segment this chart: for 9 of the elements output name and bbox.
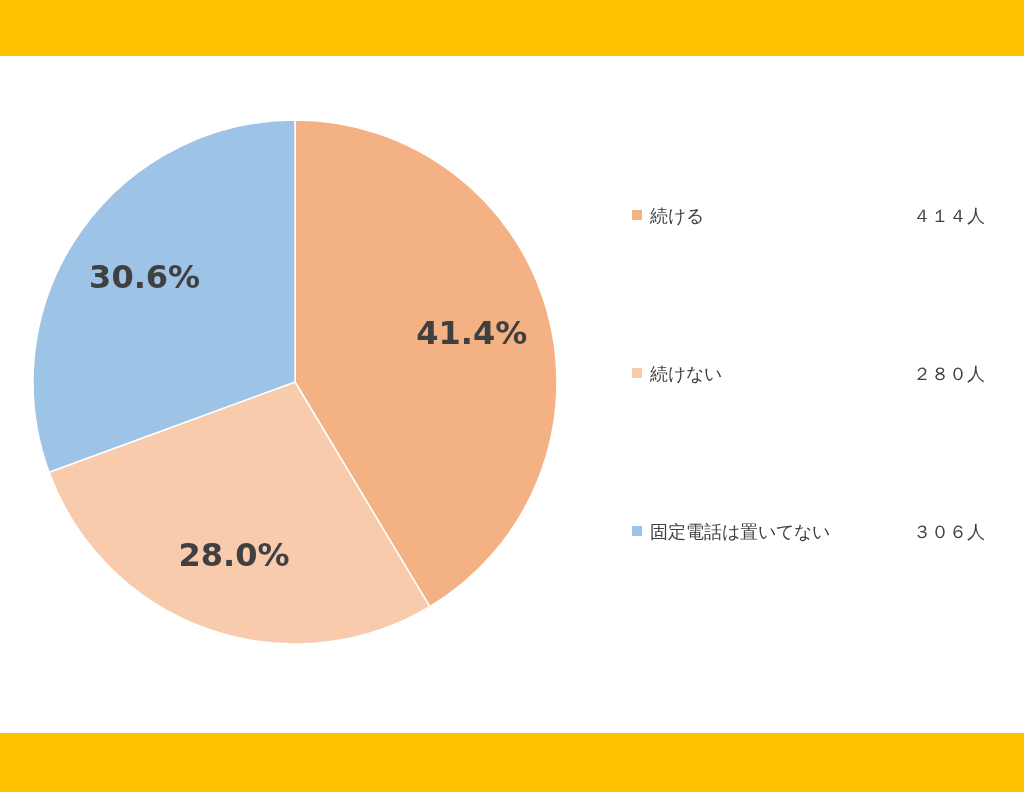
text: ３０６人	[913, 521, 985, 542]
legend-label: 続けない	[649, 363, 722, 384]
text: ２８０人	[913, 363, 985, 384]
legend-label: 固定電話は置いてない	[650, 521, 830, 542]
data-label: 41.4%	[416, 314, 528, 353]
text: ４１４人	[913, 205, 985, 226]
data-label: 30.6%	[89, 258, 201, 297]
legend-label: 続ける	[649, 205, 704, 226]
data-label: 28.0%	[178, 535, 290, 574]
